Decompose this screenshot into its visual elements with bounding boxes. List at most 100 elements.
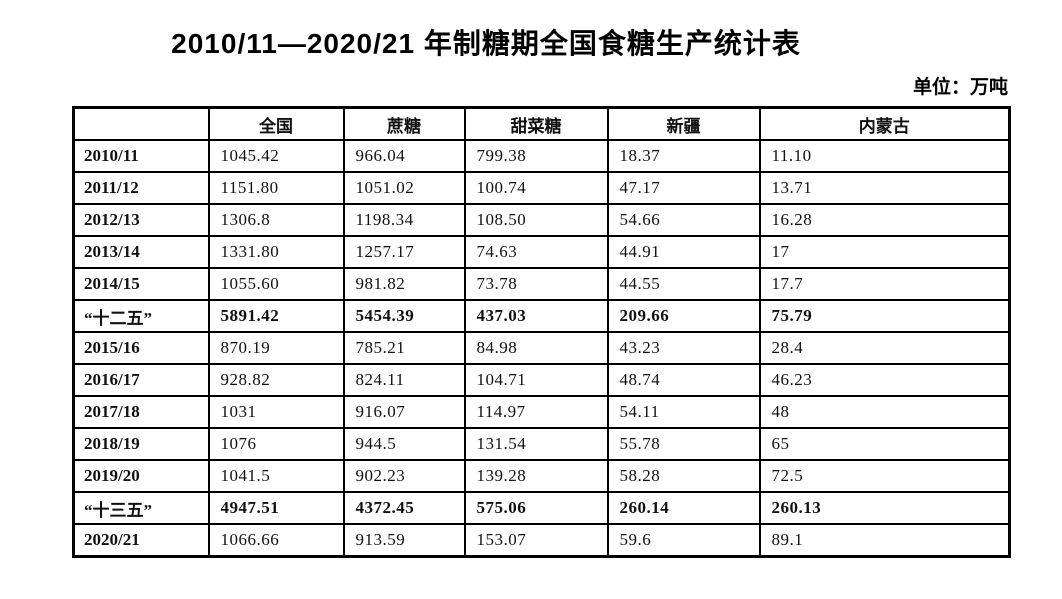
table-row: 2013/14 1331.80 1257.17 74.63 44.91 17 <box>72 235 1011 269</box>
value-cell: 43.23 <box>606 331 761 365</box>
row-label: 2018/19 <box>72 427 210 461</box>
value-cell: 100.74 <box>463 171 609 205</box>
value-cell: 785.21 <box>342 331 466 365</box>
value-cell: 11.10 <box>758 139 1011 173</box>
value-cell: 1031 <box>207 395 345 429</box>
column-header: 新疆 <box>606 106 761 141</box>
value-cell: 1257.17 <box>342 235 466 269</box>
table-row: 2017/18 1031 916.07 114.97 54.11 48 <box>72 395 1011 429</box>
value-cell: 4947.51 <box>207 491 345 525</box>
table-row: “十二五” 5891.42 5454.39 437.03 209.66 75.79 <box>72 299 1011 333</box>
value-cell: 139.28 <box>463 459 609 493</box>
value-cell: 1041.5 <box>207 459 345 493</box>
value-cell: 1066.66 <box>207 523 345 558</box>
value-cell: 131.54 <box>463 427 609 461</box>
value-cell: 48.74 <box>606 363 761 397</box>
value-cell: 46.23 <box>758 363 1011 397</box>
value-cell: 54.11 <box>606 395 761 429</box>
value-cell: 114.97 <box>463 395 609 429</box>
column-header: 甜菜糖 <box>463 106 609 141</box>
value-cell: 870.19 <box>207 331 345 365</box>
row-label: 2016/17 <box>72 363 210 397</box>
value-cell: 104.71 <box>463 363 609 397</box>
value-cell: 209.66 <box>606 299 761 333</box>
corner-cell <box>72 106 210 141</box>
table-body: 2010/11 1045.42 966.04 799.38 18.37 11.10 2011… <box>72 139 1011 558</box>
value-cell: 48 <box>758 395 1011 429</box>
row-label: “十三五” <box>72 491 210 525</box>
value-cell: 13.71 <box>758 171 1011 205</box>
value-cell: 981.82 <box>342 267 466 301</box>
value-cell: 1045.42 <box>207 139 345 173</box>
value-cell: 55.78 <box>606 427 761 461</box>
value-cell: 72.5 <box>758 459 1011 493</box>
value-cell: 1055.60 <box>207 267 345 301</box>
value-cell: 4372.45 <box>342 491 466 525</box>
value-cell: 16.28 <box>758 203 1011 237</box>
column-header: 全国 <box>207 106 345 141</box>
value-cell: 1306.8 <box>207 203 345 237</box>
value-cell: 65 <box>758 427 1011 461</box>
value-cell: 54.66 <box>606 203 761 237</box>
value-cell: 89.1 <box>758 523 1011 558</box>
row-label: “十二五” <box>72 299 210 333</box>
value-cell: 260.14 <box>606 491 761 525</box>
row-label: 2010/11 <box>72 139 210 173</box>
table-row: 2019/20 1041.5 902.23 139.28 58.28 72.5 <box>72 459 1011 493</box>
value-cell: 17 <box>758 235 1011 269</box>
table-row: 2012/13 1306.8 1198.34 108.50 54.66 16.28 <box>72 203 1011 237</box>
table-row: 2016/17 928.82 824.11 104.71 48.74 46.23 <box>72 363 1011 397</box>
row-label: 2011/12 <box>72 171 210 205</box>
value-cell: 18.37 <box>606 139 761 173</box>
unit-label: 单位：万吨 <box>912 77 1008 98</box>
value-cell: 44.55 <box>606 267 761 301</box>
value-cell: 5891.42 <box>207 299 345 333</box>
value-cell: 944.5 <box>342 427 466 461</box>
page-title: 2010/11—2020/21 年制糖期全国食糖生产统计表 <box>171 28 801 59</box>
value-cell: 1198.34 <box>342 203 466 237</box>
row-label: 2019/20 <box>72 459 210 493</box>
column-header: 内蒙古 <box>758 106 1011 141</box>
value-cell: 260.13 <box>758 491 1011 525</box>
value-cell: 108.50 <box>463 203 609 237</box>
table-row: “十三五” 4947.51 4372.45 575.06 260.14 260.13 <box>72 491 1011 525</box>
table-row: 2014/15 1055.60 981.82 73.78 44.55 17.7 <box>72 267 1011 301</box>
value-cell: 913.59 <box>342 523 466 558</box>
table-row: 2020/21 1066.66 913.59 153.07 59.6 89.1 <box>72 523 1011 558</box>
value-cell: 28.4 <box>758 331 1011 365</box>
row-label: 2015/16 <box>72 331 210 365</box>
value-cell: 74.63 <box>463 235 609 269</box>
value-cell: 59.6 <box>606 523 761 558</box>
header-row: 全国 蔗糖 甜菜糖 新疆 内蒙古 <box>72 106 1011 141</box>
value-cell: 824.11 <box>342 363 466 397</box>
column-header: 蔗糖 <box>342 106 466 141</box>
value-cell: 58.28 <box>606 459 761 493</box>
value-cell: 17.7 <box>758 267 1011 301</box>
value-cell: 1076 <box>207 427 345 461</box>
value-cell: 73.78 <box>463 267 609 301</box>
value-cell: 916.07 <box>342 395 466 429</box>
table-row: 2015/16 870.19 785.21 84.98 43.23 28.4 <box>72 331 1011 365</box>
sugar-production-table: 全国 蔗糖 甜菜糖 新疆 内蒙古 2010/11 1045.42 966.04 799.38 1… <box>72 106 1011 558</box>
table-row: 2010/11 1045.42 966.04 799.38 18.37 11.10 <box>72 139 1011 173</box>
value-cell: 5454.39 <box>342 299 466 333</box>
row-label: 2017/18 <box>72 395 210 429</box>
value-cell: 575.06 <box>463 491 609 525</box>
value-cell: 75.79 <box>758 299 1011 333</box>
value-cell: 799.38 <box>463 139 609 173</box>
row-label: 2020/21 <box>72 523 210 558</box>
value-cell: 47.17 <box>606 171 761 205</box>
value-cell: 84.98 <box>463 331 609 365</box>
value-cell: 437.03 <box>463 299 609 333</box>
row-label: 2014/15 <box>72 267 210 301</box>
value-cell: 902.23 <box>342 459 466 493</box>
value-cell: 1051.02 <box>342 171 466 205</box>
table-row: 2011/12 1151.80 1051.02 100.74 47.17 13.71 <box>72 171 1011 205</box>
value-cell: 153.07 <box>463 523 609 558</box>
value-cell: 1331.80 <box>207 235 345 269</box>
row-label: 2013/14 <box>72 235 210 269</box>
value-cell: 1151.80 <box>207 171 345 205</box>
table-row: 2018/19 1076 944.5 131.54 55.78 65 <box>72 427 1011 461</box>
value-cell: 44.91 <box>606 235 761 269</box>
